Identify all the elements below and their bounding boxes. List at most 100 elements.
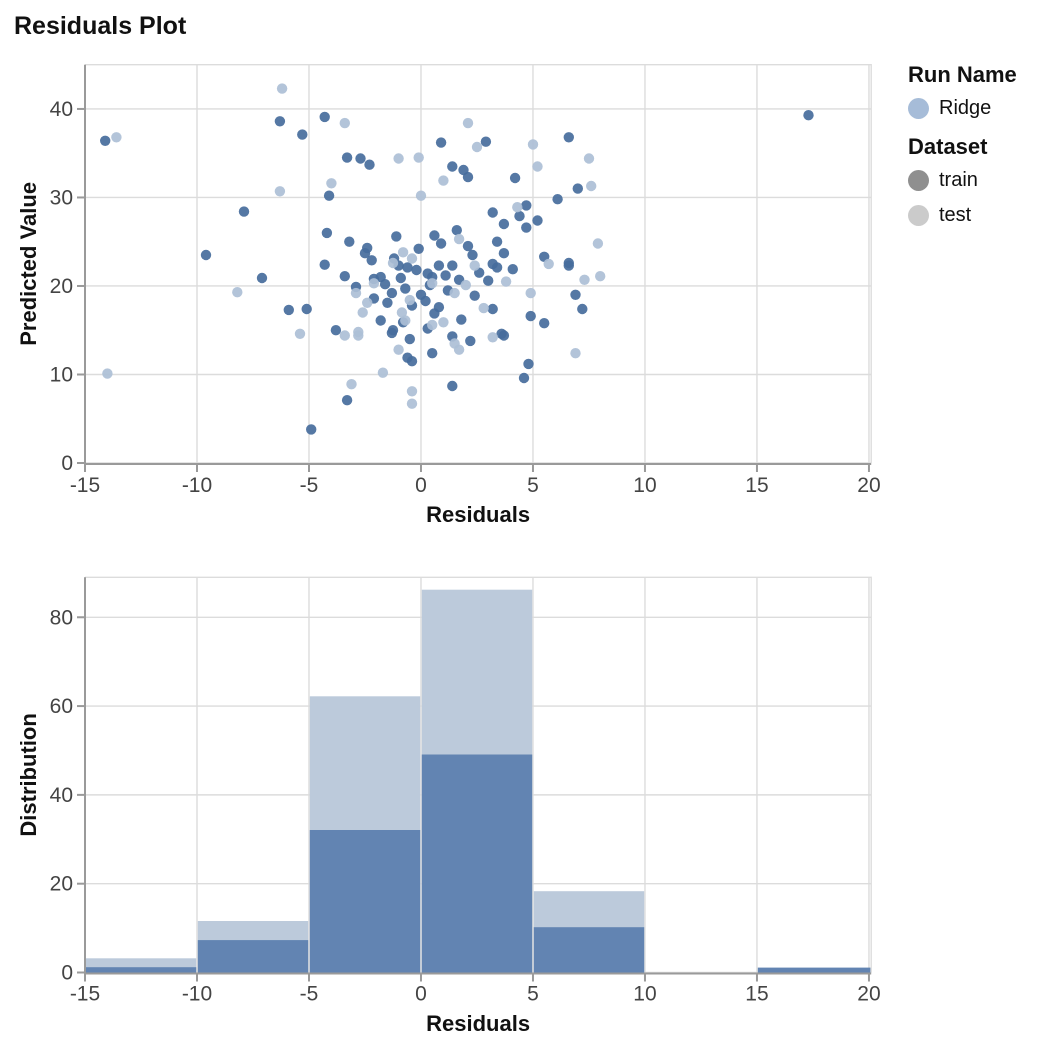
scatter-point-train[interactable] <box>341 152 353 163</box>
scatter-point-test[interactable] <box>415 190 427 201</box>
scatter-point-train[interactable] <box>362 242 373 254</box>
scatter-point-train[interactable] <box>400 283 411 294</box>
scatter-point-test[interactable] <box>406 398 418 409</box>
scatter-point-train[interactable] <box>379 279 391 290</box>
scatter-point-train[interactable] <box>491 262 503 273</box>
scatter-point-train[interactable] <box>507 264 518 275</box>
scatter-point-test[interactable] <box>368 278 380 289</box>
scatter-point-test[interactable] <box>532 161 543 172</box>
scatter-point-test[interactable] <box>579 274 590 285</box>
scatter-point-test[interactable] <box>427 278 438 289</box>
scatter-point-test[interactable] <box>427 319 438 331</box>
scatter-point-train[interactable] <box>447 380 458 392</box>
scatter-point-test[interactable] <box>353 330 364 341</box>
scatter-point-train[interactable] <box>411 264 422 276</box>
scatter-point-test[interactable] <box>396 307 408 318</box>
histogram-bar-train[interactable] <box>309 830 421 973</box>
scatter-point-train[interactable] <box>447 161 458 172</box>
scatter-point-train[interactable] <box>572 183 583 194</box>
scatter-point-train[interactable] <box>539 318 550 329</box>
scatter-point-test[interactable] <box>487 332 498 343</box>
scatter-point-train[interactable] <box>387 325 399 336</box>
scatter-point-test[interactable] <box>595 271 606 282</box>
scatter-point-train[interactable] <box>406 356 418 367</box>
scatter-point-train[interactable] <box>433 260 445 271</box>
scatter-point-train[interactable] <box>447 260 458 271</box>
scatter-point-train[interactable] <box>521 222 532 233</box>
scatter-point-train[interactable] <box>391 231 402 242</box>
histogram-bar-train[interactable] <box>197 940 309 973</box>
scatter-point-train[interactable] <box>382 297 393 308</box>
scatter-point-train[interactable] <box>402 262 413 273</box>
scatter-point-train[interactable] <box>563 132 574 143</box>
scatter-point-test[interactable] <box>326 178 337 189</box>
scatter-point-train[interactable] <box>366 255 377 266</box>
scatter-point-test[interactable] <box>397 247 409 258</box>
scatter-point-train[interactable] <box>577 303 588 315</box>
scatter-point-train[interactable] <box>238 206 250 217</box>
scatter-point-train[interactable] <box>323 190 335 201</box>
scatter-point-test[interactable] <box>462 117 474 129</box>
scatter-point-train[interactable] <box>330 325 342 336</box>
scatter-point-train[interactable] <box>200 249 212 261</box>
scatter-point-train[interactable] <box>483 275 494 286</box>
scatter-point-test[interactable] <box>111 132 122 143</box>
histogram-bar-train[interactable] <box>421 754 533 973</box>
scatter-point-test[interactable] <box>449 287 460 299</box>
scatter-point-train[interactable] <box>467 249 478 261</box>
scatter-point-train[interactable] <box>521 200 532 211</box>
scatter-point-test[interactable] <box>387 257 399 269</box>
scatter-point-train[interactable] <box>498 248 510 259</box>
scatter-point-test[interactable] <box>346 379 357 390</box>
scatter-point-train[interactable] <box>480 136 492 147</box>
scatter-point-train[interactable] <box>491 236 503 247</box>
scatter-point-train[interactable] <box>435 137 447 148</box>
legend-item-train[interactable]: train <box>908 165 1038 195</box>
scatter-point-test[interactable] <box>393 344 404 355</box>
scatter-point-test[interactable] <box>583 153 595 164</box>
scatter-point-train[interactable] <box>256 272 268 284</box>
scatter-point-train[interactable] <box>404 333 415 345</box>
scatter-point-train[interactable] <box>301 303 312 315</box>
scatter-point-train[interactable] <box>440 270 451 281</box>
scatter-point-test[interactable] <box>512 202 523 213</box>
scatter-point-train[interactable] <box>518 372 530 384</box>
scatter-point-test[interactable] <box>413 152 424 163</box>
scatter-point-test[interactable] <box>393 153 404 164</box>
scatter-point-test[interactable] <box>471 141 483 153</box>
scatter-point-train[interactable] <box>487 303 498 315</box>
scatter-point-train[interactable] <box>456 314 467 325</box>
scatter-point-test[interactable] <box>294 328 306 339</box>
histogram-bar-train[interactable] <box>85 967 197 973</box>
scatter-point-test[interactable] <box>339 117 350 129</box>
scatter-point-train[interactable] <box>462 240 474 252</box>
scatter-point-train[interactable] <box>306 424 317 435</box>
scatter-point-train[interactable] <box>498 330 510 341</box>
scatter-point-test[interactable] <box>438 317 449 328</box>
scatter-point-train[interactable] <box>465 335 476 347</box>
scatter-point-test[interactable] <box>357 307 368 318</box>
scatter-point-test[interactable] <box>453 233 465 245</box>
scatter-point-test[interactable] <box>404 294 415 306</box>
scatter-point-train[interactable] <box>498 218 510 230</box>
scatter-point-train[interactable] <box>420 295 431 307</box>
scatter-point-train[interactable] <box>283 304 294 316</box>
scatter-point-train[interactable] <box>469 290 480 301</box>
histogram-bar-train[interactable] <box>757 967 871 973</box>
scatter-point-test[interactable] <box>570 348 581 359</box>
scatter-chart[interactable]: -15 -10 -5 0 5 10 15 20 0 10 20 30 40 Residuals Predic… <box>16 64 881 527</box>
scatter-point-train[interactable] <box>803 110 814 121</box>
scatter-point-train[interactable] <box>552 194 563 205</box>
scatter-point-test[interactable] <box>478 302 489 314</box>
scatter-point-test[interactable] <box>274 186 286 197</box>
scatter-point-train[interactable] <box>563 260 574 271</box>
scatter-point-train[interactable] <box>435 238 447 249</box>
scatter-point-train[interactable] <box>339 271 350 282</box>
scatter-point-train[interactable] <box>427 348 438 359</box>
scatter-point-test[interactable] <box>339 330 350 341</box>
scatter-point-train[interactable] <box>344 236 355 247</box>
scatter-point-test[interactable] <box>453 344 465 355</box>
scatter-point-train[interactable] <box>525 310 536 322</box>
scatter-point-train[interactable] <box>100 135 111 146</box>
